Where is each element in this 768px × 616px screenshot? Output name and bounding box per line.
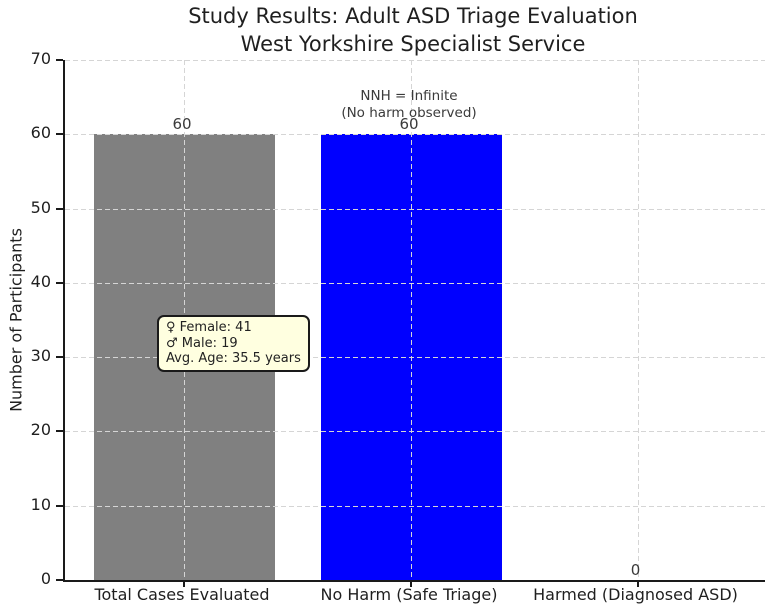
y-tick-10 [56, 504, 63, 507]
h-gridline-10 [65, 505, 765, 507]
y-tick-label-10: 10 [30, 494, 51, 514]
x-tick-1 [410, 582, 412, 587]
demographics-tooltip: ♀ Female: 41 ♂ Male: 19 Avg. Age: 35.5 yea… [157, 315, 310, 372]
v-gridline-2 [637, 60, 639, 580]
h-gridline-40 [65, 282, 765, 284]
h-gridline-20 [65, 431, 765, 433]
chart-title: Study Results: Adult ASD Triage Evaluati… [63, 2, 763, 58]
x-tick-label-1: No Harm (Safe Triage) [320, 585, 498, 604]
y-tick-50 [56, 207, 63, 210]
h-gridline-30 [65, 357, 765, 359]
bar-value-label-1: 60 [399, 115, 419, 134]
h-gridline-50 [65, 208, 765, 210]
chart-title-line1: Study Results: Adult ASD Triage Evaluati… [188, 4, 638, 28]
y-tick-70 [56, 59, 63, 61]
nnh-annotation-line1: NNH = Infinite [360, 88, 458, 104]
y-tick-20 [56, 430, 63, 433]
tooltip-line-1: ♂ Male: 19 [166, 335, 238, 351]
x-tick-label-2: Harmed (Diagnosed ASD) [533, 585, 738, 604]
h-gridline-70 [65, 60, 765, 61]
y-tick-label-20: 20 [30, 420, 51, 440]
y-tick-label-70: 70 [30, 49, 51, 68]
y-tick-label-50: 50 [30, 197, 51, 217]
y-tick-0 [56, 579, 63, 581]
y-axis-label: Number of Participants [6, 228, 26, 412]
tooltip-line-2: Avg. Age: 35.5 years [166, 351, 301, 366]
y-tick-label-40: 40 [30, 271, 51, 291]
x-tick-2 [636, 582, 639, 587]
x-tick-0 [183, 582, 185, 587]
chart-title-line2: West Yorkshire Specialist Service [240, 32, 586, 56]
y-tick-30 [56, 356, 63, 359]
nnh-annotation-line2: (No harm observed) [341, 104, 477, 121]
y-tick-label-60: 60 [30, 123, 51, 143]
v-gridline-1 [411, 60, 412, 580]
y-tick-40 [56, 281, 63, 284]
y-tick-60 [56, 133, 63, 136]
h-gridline-60 [65, 134, 765, 136]
y-tick-label-30: 30 [30, 346, 51, 366]
x-tick-label-0: Total Cases Evaluated [94, 585, 270, 604]
bar-value-label-0: 60 [172, 115, 192, 134]
bar-value-label-2: 0 [630, 561, 641, 579]
nnh-annotation: NNH = Infinite (No harm observed) [341, 88, 476, 121]
y-tick-label-0: 0 [40, 569, 51, 588]
tooltip-line-0: ♀ Female: 41 [166, 320, 252, 335]
